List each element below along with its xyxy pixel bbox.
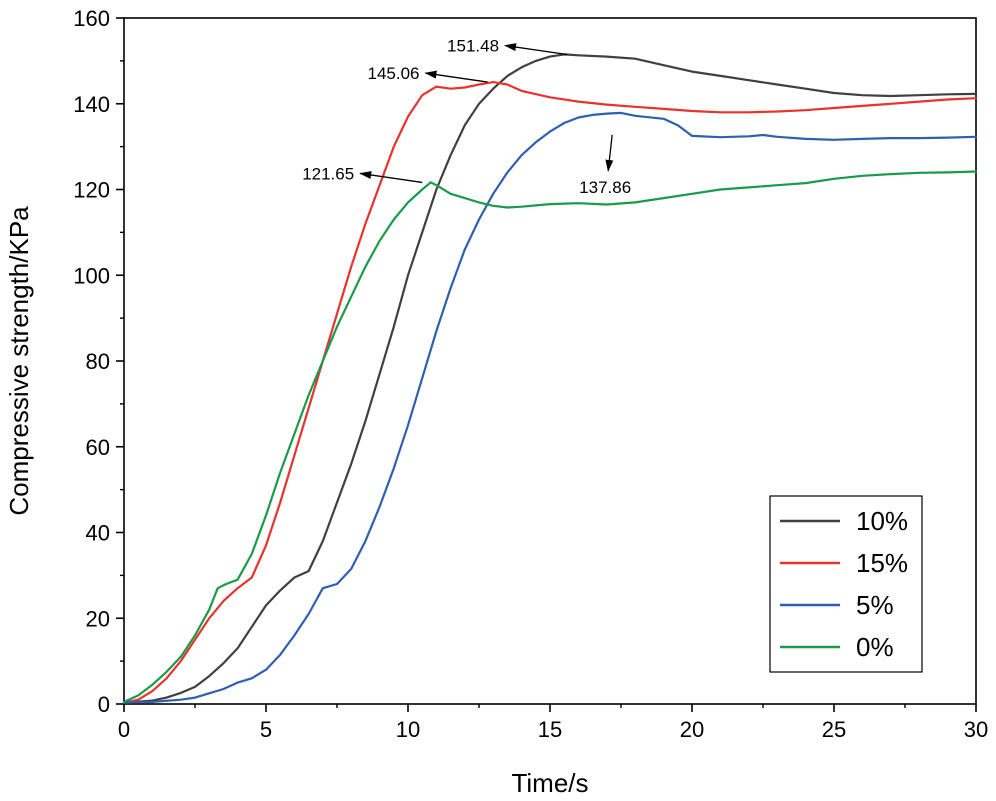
series-line-0pct	[122, 170, 978, 704]
x-tick-label: 15	[538, 717, 562, 742]
legend-entry-label[interactable]: 10%	[856, 506, 908, 536]
y-tick-label: 60	[86, 435, 110, 460]
series-line-15pct	[122, 80, 978, 704]
x-axis-title: Time/s	[511, 768, 588, 798]
y-tick-label: 0	[98, 692, 110, 717]
y-tick-label: 40	[86, 521, 110, 546]
series-layer	[122, 53, 978, 704]
y-tick-label: 100	[73, 263, 110, 288]
x-tick-label: 5	[260, 717, 272, 742]
x-tick-label: 0	[118, 717, 130, 742]
x-tick-label: 10	[396, 717, 420, 742]
y-tick-label: 20	[86, 606, 110, 631]
legend-entry-label[interactable]: 5%	[856, 590, 894, 620]
legend-entry-label[interactable]: 0%	[856, 632, 894, 662]
x-tick-label: 25	[822, 717, 846, 742]
legend-entry-label[interactable]: 15%	[856, 548, 908, 578]
axis-ticks: 0 5 10 15 20 25 30 0 20 40 60 80 100 120 140 160	[73, 6, 988, 742]
annotation-arrow	[424, 70, 488, 83]
series-line-10pct	[122, 53, 978, 704]
annotation-label: 137.86	[579, 178, 631, 197]
y-tick-label: 120	[73, 178, 110, 203]
legend[interactable]: 10% 15% 5% 0%	[769, 495, 923, 673]
annotation-label: 151.48	[447, 37, 499, 56]
annotation-label: 121.65	[302, 164, 354, 183]
annotation-arrow	[359, 171, 423, 184]
y-tick-label: 140	[73, 92, 110, 117]
x-tick-label: 30	[964, 717, 988, 742]
annotation-arrow	[605, 134, 614, 172]
y-axis-title: Compressive strength/KPa	[4, 206, 34, 516]
series-line-5pct	[122, 111, 978, 704]
y-tick-label: 160	[73, 6, 110, 31]
x-tick-label: 20	[680, 717, 704, 742]
annotation-label: 145.06	[368, 64, 420, 83]
annotation-layer: 151.48 145.06 121.65 137.86	[302, 37, 631, 197]
legend-box	[769, 495, 923, 673]
annotation-arrow	[504, 43, 568, 56]
y-tick-label: 80	[86, 349, 110, 374]
